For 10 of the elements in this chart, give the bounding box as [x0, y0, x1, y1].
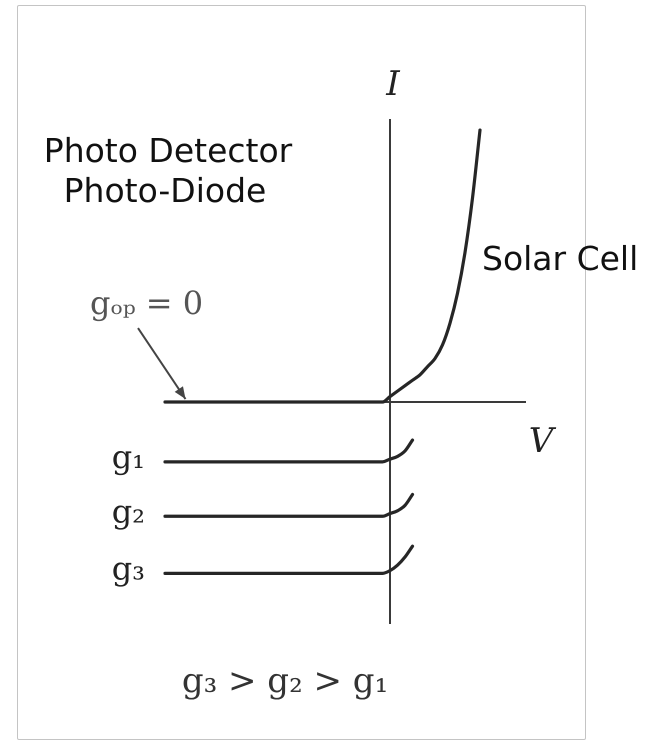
annotation: Photo Detector [44, 131, 293, 170]
annotation: Photo-Diode [64, 171, 266, 210]
series-label: g₃ [112, 550, 145, 588]
series-label: g₂ [112, 492, 145, 531]
annotation: Solar Cell [482, 239, 638, 278]
text: gₒₚ = 0 [90, 284, 204, 322]
series-label: g₁ [112, 438, 145, 476]
text: g₃ > g₂ > g₁ [182, 661, 388, 701]
y-axis-title: I [385, 64, 400, 104]
x-axis-title: V [528, 421, 557, 462]
